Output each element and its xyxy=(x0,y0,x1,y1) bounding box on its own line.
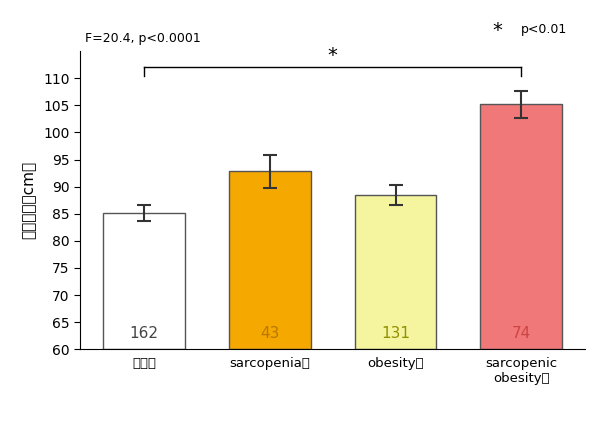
Text: obesity群: obesity群 xyxy=(367,357,424,371)
Text: p<0.01: p<0.01 xyxy=(521,23,567,37)
Text: 43: 43 xyxy=(260,326,280,341)
Y-axis label: 総軌跡長（cmＩ: 総軌跡長（cmＩ xyxy=(21,161,36,239)
Text: sarcopenic
obesity群: sarcopenic obesity群 xyxy=(485,357,557,386)
Text: 正常群: 正常群 xyxy=(132,357,156,371)
Text: *: * xyxy=(328,46,338,65)
Text: 131: 131 xyxy=(381,326,410,341)
Text: F=20.4, p<0.0001: F=20.4, p<0.0001 xyxy=(85,32,201,45)
Text: 162: 162 xyxy=(129,326,158,341)
Text: sarcopenia群: sarcopenia群 xyxy=(229,357,310,371)
Bar xyxy=(480,104,562,349)
Bar xyxy=(229,172,310,349)
Bar xyxy=(103,213,185,349)
Text: *: * xyxy=(493,21,503,40)
Text: 74: 74 xyxy=(512,326,531,341)
Bar xyxy=(355,195,436,349)
